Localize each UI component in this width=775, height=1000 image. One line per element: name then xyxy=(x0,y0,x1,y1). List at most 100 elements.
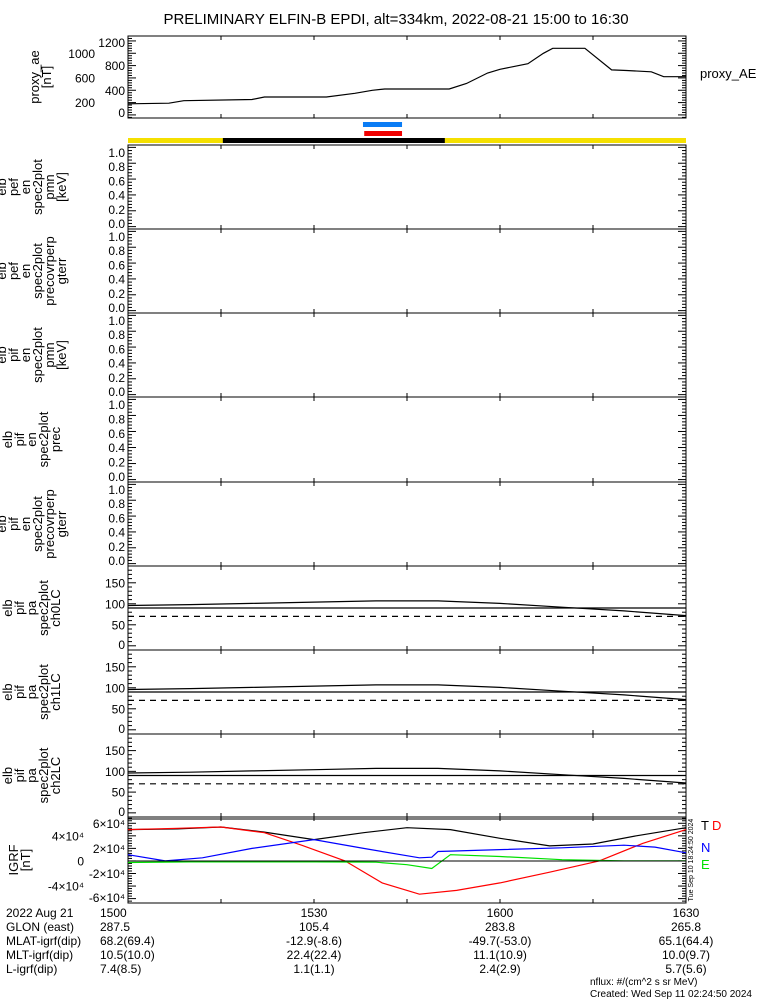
legend-T: T xyxy=(701,818,709,833)
y-tick-label: 2×10⁴ xyxy=(93,842,125,856)
ephemeris-row: L-igrf(dip) 7.4(8.5) 1.1(1.1) 2.4(2.9) 5.7(5… xyxy=(6,962,707,976)
row-label: L-igrf(dip) xyxy=(6,962,57,976)
science-zone-bar-blue xyxy=(362,122,403,127)
y-tick-label: 0.4 xyxy=(108,273,125,287)
y-axis-label: pif xyxy=(12,685,27,699)
panel-pef_gterr: 0.00.20.40.60.81.0 elbpefenspec2plotpreco… xyxy=(0,228,687,315)
row-value: 65.1(64.4) xyxy=(659,934,714,948)
y-axis-label: pmn xyxy=(42,174,57,199)
y-axis-label: [nT] xyxy=(39,66,54,88)
plot-title: PRELIMINARY ELFIN-B EPDI, alt=334km, 202… xyxy=(163,11,628,28)
y-axis-label: pif xyxy=(12,768,27,782)
ephemeris-row: MLAT-igrf(dip) 68.2(69.4) -12.9(-8.6) -49.7… xyxy=(6,934,713,948)
y-axis-label: precovrperp xyxy=(42,236,57,305)
y-tick-label: 0.6 xyxy=(108,511,125,525)
row-value: 2.4(2.9) xyxy=(479,962,520,976)
y-axis-label: elb xyxy=(0,515,9,532)
y-axis-label: elb xyxy=(0,262,9,279)
y-axis-label: pif xyxy=(12,432,27,446)
y-axis-label: elb xyxy=(0,431,15,448)
y-tick-label: 0.4 xyxy=(108,189,125,203)
ephemeris-row: 2022 Aug 21 1500 1530 1600 1630 xyxy=(6,906,700,920)
panel-frame xyxy=(127,35,687,119)
y-axis-label: pa xyxy=(24,684,39,699)
y-tick-label: 150 xyxy=(105,576,125,590)
y-axis-label: pif xyxy=(6,517,21,531)
legend-D: D xyxy=(712,818,721,833)
panel-frame xyxy=(127,481,687,567)
y-axis-label: proxy_ae xyxy=(27,50,42,103)
y-tick-label: 1.0 xyxy=(108,230,125,244)
y-tick-label: -2×10⁴ xyxy=(89,867,125,881)
legend-N: N xyxy=(701,840,710,855)
y-axis-label: precovrperp xyxy=(42,489,57,558)
y-tick-label: 4×10⁴ xyxy=(52,829,84,843)
y-tick-label: -4×10⁴ xyxy=(48,880,84,894)
y-axis-label: gterr xyxy=(54,510,69,537)
y-tick-label: 50 xyxy=(112,702,126,716)
y-axis-label: pif xyxy=(12,601,27,615)
y-tick-label: 800 xyxy=(105,59,125,73)
eclipse-bar xyxy=(222,138,445,143)
y-tick-label: 0.8 xyxy=(108,497,125,511)
y-tick-label: 0.8 xyxy=(108,328,125,342)
y-axis-label: elb xyxy=(0,346,9,363)
y-axis-label: IGRF xyxy=(6,844,21,875)
y-tick-label: 0.2 xyxy=(108,456,125,470)
y-axis-label: elb xyxy=(0,599,15,616)
y-tick-label: 0 xyxy=(118,722,125,736)
y-axis-label: prec xyxy=(48,426,63,452)
y-axis-label: ch1LC xyxy=(48,673,63,711)
y-axis-label: spec2plot xyxy=(36,664,51,720)
y-axis-label: [keV] xyxy=(54,340,69,370)
y-tick-label: 0.0 xyxy=(108,554,125,568)
series-pa_ch2-pa xyxy=(127,767,687,784)
y-tick-label: 0.0 xyxy=(108,470,125,484)
y-tick-label: 1200 xyxy=(98,36,125,50)
row-label: GLON (east) xyxy=(6,920,74,934)
legend-proxy-ae: proxy_AE xyxy=(700,66,757,81)
y-tick-label: 0.2 xyxy=(108,371,125,385)
y-tick-label: 1.0 xyxy=(108,398,125,412)
row-value: -12.9(-8.6) xyxy=(286,934,342,948)
y-axis-label: ch2LC xyxy=(48,757,63,795)
y-axis-label: pif xyxy=(6,348,21,362)
row-label: MLT-igrf(dip) xyxy=(6,948,73,962)
series-igrf-T xyxy=(127,826,687,847)
y-tick-label: 100 xyxy=(105,765,125,779)
y-tick-label: 0.6 xyxy=(108,258,125,272)
y-axis-label: [keV] xyxy=(54,172,69,202)
panel-igrf: -6×10⁴ -4×10⁴ -2×10⁴ 0 2×10⁴ 4×10⁴ 6×10⁴ IGRF[n… xyxy=(6,816,721,905)
panel-frame xyxy=(127,144,687,230)
row-value: 265.8 xyxy=(671,920,701,934)
y-tick-label: 1.0 xyxy=(108,314,125,328)
series-ae-proxy_AE xyxy=(127,47,686,105)
y-tick-label: 0.6 xyxy=(108,342,125,356)
y-tick-label: 0 xyxy=(118,106,125,120)
y-tick-label: 400 xyxy=(105,84,125,98)
y-axis-label: spec2plot xyxy=(36,747,51,803)
series-igrf-N xyxy=(127,838,687,862)
row-value: 10.5(10.0) xyxy=(100,948,155,962)
y-tick-label: 50 xyxy=(112,786,126,800)
run-date-note: Tue Sep 10 18:24:50 2024 xyxy=(688,819,695,902)
y-tick-label: 200 xyxy=(75,96,95,110)
legend-E: E xyxy=(701,857,710,872)
ephemeris-row: MLT-igrf(dip) 10.5(10.0) 22.4(22.4) 11.1(10… xyxy=(6,948,710,962)
y-tick-label: 1.0 xyxy=(108,483,125,497)
row-value: 1.1(1.1) xyxy=(293,962,334,976)
y-axis-label: pa xyxy=(24,768,39,783)
y-tick-label: 150 xyxy=(105,744,125,758)
y-tick-label: 0.6 xyxy=(108,427,125,441)
series-pa_ch1-pa xyxy=(127,684,687,701)
y-tick-label: 150 xyxy=(105,660,125,674)
y-axis-label: spec2plot xyxy=(30,159,45,215)
y-axis-label: ch0LC xyxy=(48,589,63,627)
y-tick-label: 0.8 xyxy=(108,244,125,258)
y-tick-label: 0.4 xyxy=(108,357,125,371)
y-axis-label: elb xyxy=(0,683,15,700)
units-note: nflux: #/(cm^2 s sr MeV) xyxy=(590,977,698,988)
row-value: -49.7(-53.0) xyxy=(469,934,532,948)
